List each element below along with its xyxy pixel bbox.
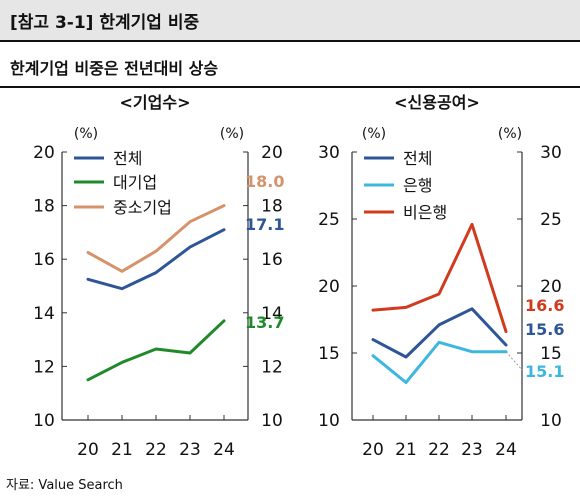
credit-series-line-1 (371, 340, 508, 384)
credit-right-tick-label: 15 (540, 344, 562, 364)
credit-series-line-2 (371, 222, 508, 334)
firms-right-tick-label: 20 (261, 143, 283, 163)
firms-left-tick-label: 14 (33, 304, 55, 324)
credit-end-label-leader-1 (505, 351, 524, 372)
credit-x-tick-label: 22 (428, 440, 450, 460)
firms-right-tick-label: 16 (261, 250, 283, 270)
firms-right-tick-label: 18 (261, 197, 283, 217)
firms-left-tick-label: 10 (33, 411, 55, 431)
firms-x-tick-label: 20 (77, 440, 99, 460)
credit-end-label-1: 15.1 (525, 362, 564, 381)
firms-right-tick-label: 14 (261, 304, 283, 324)
credit-x-tick-label: 21 (395, 440, 417, 460)
firms-x-tick-label: 24 (213, 440, 235, 460)
credit-left-tick-label: 15 (318, 344, 340, 364)
firms-left-unit: (%) (74, 126, 98, 142)
credit-series-line-0 (371, 307, 508, 359)
firms-legend-label-2: 중소기업 (113, 198, 172, 217)
credit-end-label-0: 15.6 (525, 320, 564, 339)
firms-x-tick-label: 22 (145, 440, 167, 460)
firms-legend-label-0: 전체 (113, 149, 142, 168)
credit-x-tick-label: 23 (461, 440, 483, 460)
firms-legend-label-1: 대기업 (113, 173, 157, 192)
subtitle-divider (0, 86, 580, 88)
figure-title: [참고 3-1] 한계기업 비중 (10, 13, 200, 33)
credit-x-tick-label: 20 (362, 440, 384, 460)
figure-subtitle: 한계기업 비중은 전년대비 상승 (10, 59, 219, 78)
credit-legend-label-2: 비은행 (403, 203, 447, 222)
credit-legend-label-1: 은행 (403, 176, 432, 195)
firms-left-tick-label: 20 (33, 143, 55, 163)
credit-left-tick-label: 25 (318, 210, 340, 230)
credit-right-tick-label: 10 (540, 411, 562, 431)
credit-legend-label-0: 전체 (403, 149, 432, 168)
firms-end-label-1: 13.7 (245, 313, 284, 332)
source-note: 자료: Value Search (6, 478, 123, 493)
firms-panel-title: <기업수> (120, 93, 191, 112)
firms-x-tick-label: 23 (179, 440, 201, 460)
credit-right-tick-label: 20 (540, 277, 562, 297)
credit-x-tick-label: 24 (495, 440, 517, 460)
firms-right-unit: (%) (220, 126, 244, 142)
firms-left-tick-label: 16 (33, 250, 55, 270)
firms-series-line-0 (86, 228, 226, 291)
credit-left-tick-label: 10 (318, 411, 340, 431)
firms-end-label-0: 17.1 (245, 215, 284, 234)
credit-right-tick-label: 25 (540, 210, 562, 230)
credit-left-tick-label: 30 (318, 143, 340, 163)
credit-right-tick-label: 30 (540, 143, 562, 163)
firms-series-line-2 (86, 204, 226, 273)
firms-right-tick-label: 12 (261, 357, 283, 377)
credit-end-label-2: 16.6 (525, 296, 564, 315)
firms-left-tick-label: 18 (33, 197, 55, 217)
firms-series-line-1 (86, 319, 226, 382)
credit-panel-title: <신용공여> (394, 93, 480, 112)
credit-left-tick-label: 20 (318, 277, 340, 297)
firms-left-tick-label: 12 (33, 357, 55, 377)
header-band: [참고 3-1] 한계기업 비중 (0, 0, 580, 42)
firms-x-tick-label: 21 (111, 440, 133, 460)
firms-right-tick-label: 10 (261, 411, 283, 431)
credit-right-unit: (%) (498, 126, 522, 142)
firms-end-label-2: 18.0 (245, 172, 284, 191)
credit-left-unit: (%) (362, 126, 386, 142)
